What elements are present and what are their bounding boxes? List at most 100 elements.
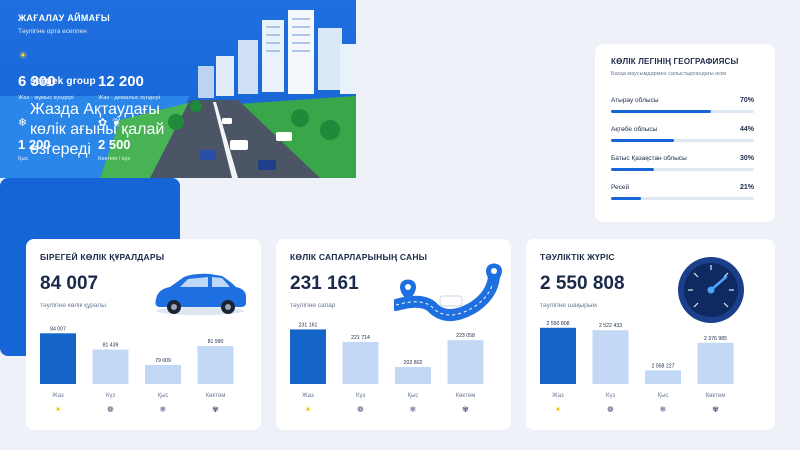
vehicles-bar-chart: 84 007 Жаз ☀ 81 439 Күз ❁ 79 009 Қыс ❄ 81 990 Көкт… (40, 326, 234, 414)
sun-icon: ☀ (304, 405, 311, 414)
card-title: БІРЕГЕЙ КӨЛІК ҚҰРАЛДАРЫ (40, 252, 165, 262)
category-label: Жаз (52, 393, 64, 399)
bar-Көктем (697, 342, 734, 384)
sun-icon: ☀ (54, 405, 61, 414)
bar-value-label: 81 439 (103, 343, 119, 349)
trips-bar-chart: 231 161 Жаз ☀ 221 714 Күз ❁ 202 802 Қыс ❄ 223 058… (290, 322, 484, 414)
category-label: Көктем (456, 393, 476, 399)
card-title: ЖАҒАЛАУ АЙМАҒЫ (18, 13, 110, 23)
category-label: Қыс (158, 393, 169, 399)
geo-row-aktobe: Ақтөбе облысы 44% (611, 126, 754, 142)
geo-row-fill (611, 168, 654, 171)
category-label: Көктем (206, 393, 226, 399)
category-label: Жаз (302, 393, 314, 399)
geo-row-fill (611, 197, 642, 200)
card-title: КӨЛІК ЛЕГІНІҢ ГЕОГРАФИЯСЫ (611, 57, 739, 66)
geo-row-fill (611, 139, 674, 142)
bar-Күз (92, 349, 129, 384)
hero-banner: sergek group Жазда Ақтаудағы көлік ағыны… (0, 0, 356, 178)
daily-mileage-card: ТӘУЛІКТІК ЖҮРІС 2 550 808 тәулігіне шақы… (526, 239, 775, 430)
geo-row-percent: 21% (739, 184, 754, 191)
speedometer-icon (678, 257, 744, 323)
big-number: 2 550 808 (540, 273, 625, 294)
snowflake-icon: ❄ (160, 405, 167, 414)
spring-autumn-label: Көктем / күз (98, 156, 130, 162)
snowflake-icon: ❄ (660, 405, 667, 414)
geo-row-percent: 70% (739, 97, 754, 104)
geo-row-bar (611, 197, 754, 200)
big-number-caption: тәулігіне шақырым (540, 302, 597, 309)
geo-row-russia: Ресей 21% (611, 184, 754, 200)
bar-value-label: 2 522 433 (599, 323, 622, 329)
geo-row-atyrau: Атырау облысы 70% (611, 97, 754, 113)
bar-value-label: 202 802 (404, 360, 423, 366)
big-number: 84 007 (40, 273, 99, 294)
category-label: Қыс (408, 393, 419, 399)
bar-Жаз (290, 329, 326, 384)
leaf-icon: ❁ (107, 405, 114, 414)
trips-count-card: КӨЛІК САПАРЛАРЫНЫҢ САНЫ 231 161 тәулігін… (276, 239, 511, 430)
bar-Қыс (395, 367, 431, 384)
bar-value-label: 79 009 (155, 358, 171, 364)
category-label: Көктем (706, 393, 726, 399)
sun-icon: ☀ (554, 405, 561, 414)
snowflake-icon: ❄ (18, 117, 28, 129)
hero-title: Жазда Ақтаудағы көлік ағыны қалай өзгере… (30, 101, 165, 158)
category-label: Күз (606, 393, 615, 399)
leaf-icon: ❁ (607, 405, 614, 414)
leaf-icon: ❦ (112, 117, 122, 129)
leaf-icon: ❁ (357, 405, 364, 414)
geo-row-percent: 44% (739, 126, 754, 133)
bar-Көктем (197, 346, 234, 384)
category-label: Күз (106, 393, 115, 399)
flower-icon: ✿ (98, 117, 108, 129)
geo-row-bar (611, 139, 754, 142)
geo-row-bar (611, 168, 754, 171)
bar-value-label: 2 058 227 (651, 363, 674, 369)
summer-weekend-label: Жаз - демалыс күндері (98, 95, 161, 101)
bar-value-label: 223 058 (456, 333, 475, 339)
big-number-caption: тәулігіне көлік құралы (40, 302, 106, 309)
geo-row-name: Ресей (611, 184, 630, 191)
car-icon (155, 273, 246, 315)
unique-vehicles-card: БІРЕГЕЙ КӨЛІК ҚҰРАЛДАРЫ 84 007 тәулігіне… (26, 239, 261, 430)
geo-row-bar (611, 110, 754, 113)
bar-value-label: 84 007 (50, 326, 66, 332)
card-subtitle: Басқа маусымдармен салыстырғандағы өсім (611, 71, 727, 77)
category-label: Жаз (552, 393, 564, 399)
bar-Қыс (645, 370, 681, 384)
summer-weekday-label: Жаз - жұмыс күндері (18, 95, 74, 101)
geo-row-west-kz: Батыс Қазақстан облысы 30% (611, 155, 754, 171)
geo-row-name: Ақтөбе облысы (611, 126, 658, 133)
mileage-bar-chart: 2 550 808 Жаз ☀ 2 522 433 Күз ❁ 2 058 227 Қыс ❄ 2… (540, 321, 734, 414)
bar-value-label: 221 714 (351, 335, 370, 341)
category-label: Қыс (658, 393, 669, 399)
category-label: Күз (356, 393, 365, 399)
traffic-geography-card: КӨЛІК ЛЕГІНІҢ ГЕОГРАФИЯСЫ Басқа маусымда… (595, 44, 775, 222)
big-number-caption: тәулігіне сапар (290, 302, 336, 309)
card-subtitle: Тәулігіне орта есеппен (18, 28, 87, 35)
flower-icon: ✾ (712, 405, 719, 414)
summer-weekend-value: 12 200 (98, 73, 144, 90)
bar-value-label: 81 990 (208, 339, 224, 345)
winter-label: Қыс (18, 156, 29, 162)
summer-weekday-value: 6 300 (18, 73, 56, 90)
flower-icon: ✾ (462, 405, 469, 414)
route-icon (394, 263, 502, 321)
bar-Күз (342, 341, 379, 384)
geo-row-fill (611, 110, 712, 113)
card-title: КӨЛІК САПАРЛАРЫНЫҢ САНЫ (290, 252, 428, 262)
geo-row-percent: 30% (739, 155, 754, 162)
city-road-illustration (0, 0, 356, 178)
geo-row-name: Батыс Қазақстан облысы (611, 155, 687, 162)
bar-value-label: 2 376 985 (704, 336, 727, 342)
brand-logo: sergek group (30, 76, 96, 87)
spring-autumn-value: 2 500 (98, 137, 131, 152)
bar-Көктем (447, 340, 484, 384)
flower-icon: ✾ (212, 405, 219, 414)
bar-Қыс (145, 364, 181, 384)
snowflake-icon: ❄ (410, 405, 417, 414)
big-number: 231 161 (290, 273, 359, 294)
bar-Жаз (540, 327, 576, 384)
bar-Күз (592, 330, 629, 384)
